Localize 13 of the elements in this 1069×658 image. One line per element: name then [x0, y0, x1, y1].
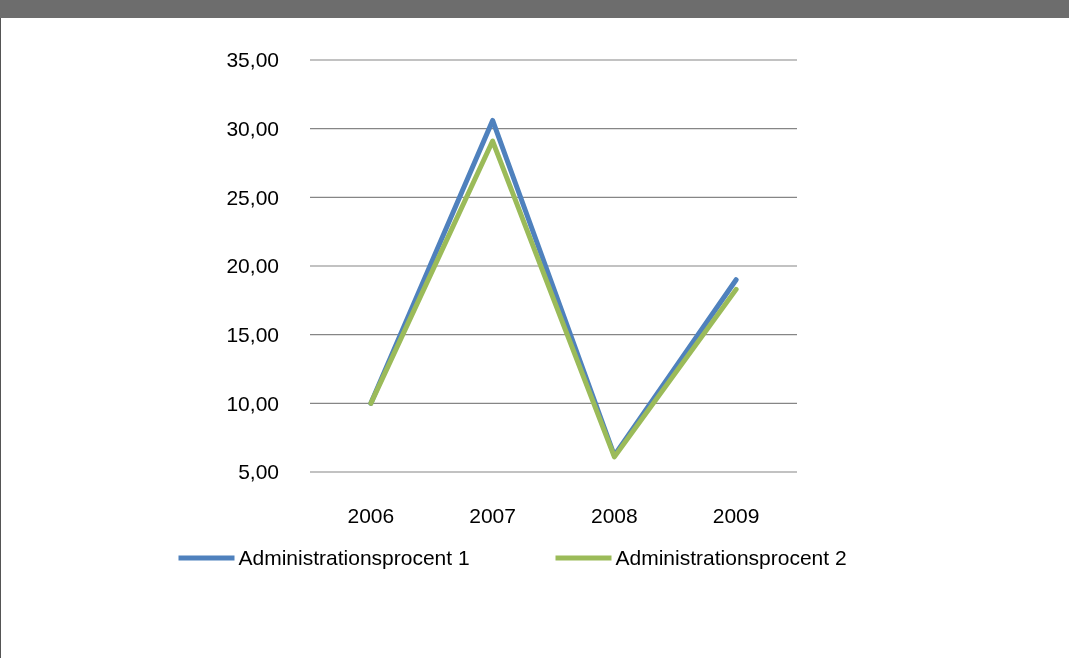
y-tick-label: 15,00 — [226, 323, 279, 347]
y-tick-label: 30,00 — [226, 117, 279, 141]
x-tick-label: 2006 — [347, 504, 395, 527]
x-tick-label: 2007 — [469, 504, 516, 527]
legend-label: Administrationsprocent 2 — [615, 546, 847, 570]
y-tick-label: 25,00 — [226, 185, 279, 209]
y-tick-label: 35,00 — [226, 48, 279, 72]
x-tick-label: 2009 — [712, 504, 760, 527]
legend-label: Administrationsprocent 1 — [238, 546, 470, 570]
y-tick-label: 10,00 — [226, 391, 279, 415]
x-tick-label: 2008 — [591, 504, 638, 527]
y-tick-label: 20,00 — [226, 254, 279, 278]
y-tick-label: 5,00 — [238, 460, 279, 484]
